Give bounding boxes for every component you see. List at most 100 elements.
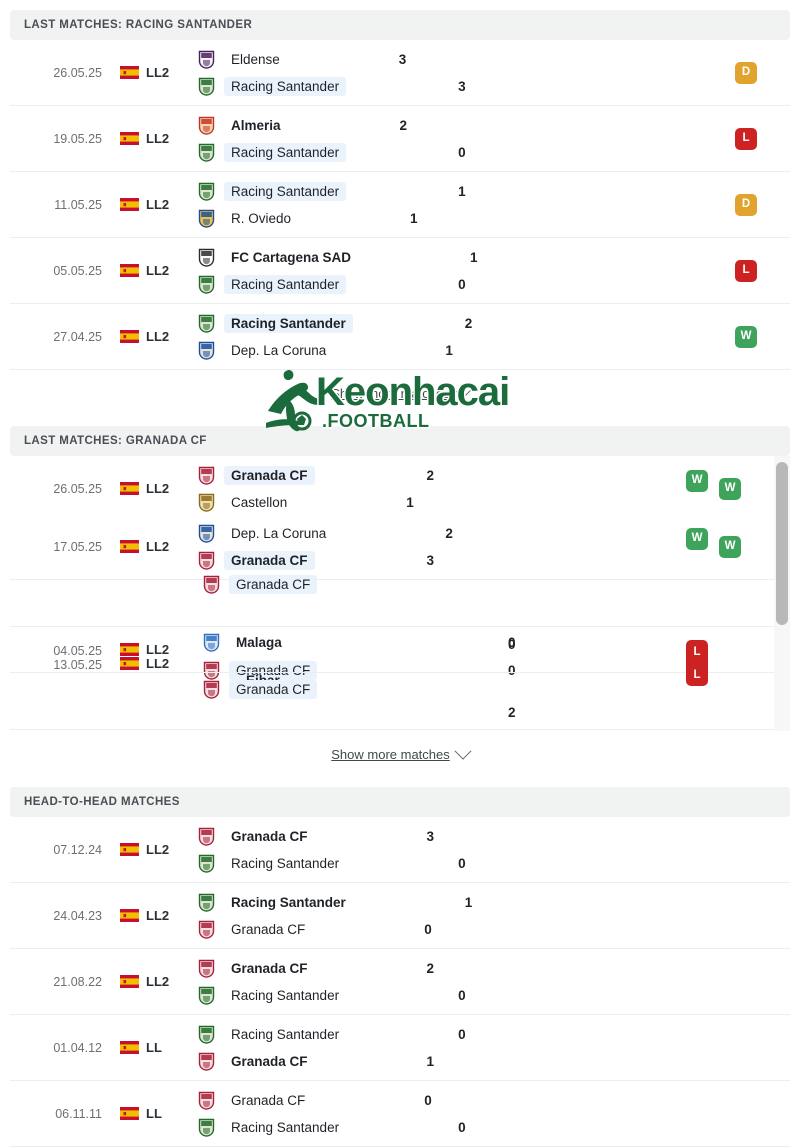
match-result <box>710 1015 790 1080</box>
granada-crest-icon <box>198 959 215 978</box>
match-row[interactable]: 24.04.23 LL2 Racing Santander 1 Granada CF 0 <box>10 883 790 949</box>
team-score: 1 <box>406 494 414 510</box>
team-score: 1 <box>445 342 453 358</box>
team-name[interactable]: Granada CF <box>224 550 315 570</box>
match-result <box>710 817 790 882</box>
spain-flag-icon <box>120 198 139 211</box>
match-teams: Dep. La Coruna 2 Granada CF 3 <box>198 514 694 579</box>
team-name[interactable]: Almeria <box>231 117 281 133</box>
team-line: Eldense 3 <box>198 47 710 71</box>
team-line: Racing Santander 0 <box>198 983 710 1007</box>
team-score: 0 <box>458 144 466 160</box>
granada-crest-icon <box>198 466 215 485</box>
team-name[interactable]: Granada CF <box>231 1053 308 1069</box>
match-row[interactable]: 01.04.12 LL Racing Santander 0 Granada CF 1 <box>10 1015 790 1081</box>
team-name[interactable]: Granada CF <box>231 1092 306 1108</box>
team-line: Granada CF 2 <box>198 463 694 487</box>
match-result: W <box>710 304 790 369</box>
match-row[interactable]: 21.08.22 LL2 Granada CF 2 Racing Santander 0 <box>10 949 790 1015</box>
spain-flag-icon <box>120 1041 139 1054</box>
match-list-granada-scrollarea[interactable]: 26.05.25 LL2 Granada CF 2 Castellon 1 W 17.05.2… <box>10 456 790 731</box>
match-row[interactable]: 27.04.25 LL2 Racing Santander 2 Dep. La Coru… <box>10 304 790 370</box>
team-name[interactable]: Granada CF <box>231 921 306 937</box>
result-badge-w: W <box>719 477 741 500</box>
section-title-racing: LAST MATCHES: RACING SANTANDER <box>24 19 253 31</box>
match-league: LL2 <box>102 304 198 369</box>
league-name: LL2 <box>146 263 170 278</box>
team-name[interactable]: Racing Santander <box>231 1026 340 1042</box>
match-row[interactable]: 06.11.11 LL Granada CF 0 Racing Santander 0 <box>10 1081 790 1147</box>
team-name[interactable]: Dep. La Coruna <box>231 342 327 358</box>
league-name: LL2 <box>146 842 170 857</box>
spain-flag-icon <box>120 643 139 656</box>
team-name[interactable]: Malaga <box>236 634 282 650</box>
team-name[interactable]: Racing Santander <box>224 313 353 333</box>
show-more-matches-granada-button[interactable]: Show more matches <box>331 742 472 762</box>
torn-match-rows[interactable]: 04.05.25 LL2 13.05.25 LL2 Malaga 0 0 Granada CF… <box>10 628 774 728</box>
section-header-granada: LAST MATCHES: GRANADA CF <box>10 426 790 456</box>
team-line: Racing Santander 2 <box>198 311 710 335</box>
team-name[interactable]: FC Cartagena SAD <box>231 249 352 265</box>
team-name[interactable]: Granada CF <box>229 574 318 594</box>
team-name[interactable]: Racing Santander <box>224 274 347 294</box>
team-name[interactable]: Castellon <box>231 494 288 510</box>
match-row[interactable]: 26.05.25 LL2 Eldense 3 Racing Santander 3 D <box>10 40 790 106</box>
match-row[interactable]: 17.05.25 LL2 Dep. La Coruna 2 Granada CF 3 W <box>10 514 774 580</box>
team-name[interactable]: Racing Santander <box>224 142 347 162</box>
team-name[interactable]: Racing Santander <box>224 181 347 201</box>
malaga-crest-icon <box>203 633 220 652</box>
oviedo-crest-icon <box>198 209 215 228</box>
match-row[interactable]: 26.05.25 LL2 Granada CF 2 Castellon 1 W <box>10 456 774 522</box>
match-result: W <box>694 514 774 579</box>
team-line: Racing Santander 0 <box>198 272 710 296</box>
team-line: Almeria 2 <box>198 113 710 137</box>
racing-santander-crest-icon <box>198 314 215 333</box>
match-row[interactable]: 11.05.25 LL2 Racing Santander 1 R. Oviedo 1 D <box>10 172 790 238</box>
result-badge-w: W <box>686 528 708 550</box>
team-score: 0 <box>458 1026 466 1042</box>
show-more-granada-wrap: Show more matches <box>10 731 790 777</box>
team-name[interactable]: Dep. La Coruna <box>231 525 327 541</box>
team-name[interactable]: R. Oviedo <box>231 210 292 226</box>
deportivo-crest-icon <box>198 524 215 543</box>
result-badge-d: D <box>735 61 757 84</box>
match-result: D <box>710 172 790 237</box>
team-score: 2 <box>399 117 408 133</box>
team-name[interactable]: Racing Santander <box>224 76 347 96</box>
league-name: LL2 <box>146 131 170 146</box>
team-score: 0 <box>458 1119 466 1135</box>
match-row[interactable]: 19.05.25 LL2 Almeria 2 Racing Santander 0 L <box>10 106 790 172</box>
match-row[interactable]: 17.05.25 LL2 Dep. La Coruna 2 Granada CF 3 W <box>10 514 774 580</box>
team-name[interactable]: Granada CF <box>231 960 308 976</box>
result-badge-l: L <box>735 127 757 150</box>
team-name[interactable]: Granada CF <box>229 660 318 680</box>
team-score: 0 <box>424 1092 432 1108</box>
ghost-team-line: Granada CF <box>10 572 774 596</box>
team-name[interactable]: Granada CF <box>224 465 315 485</box>
team-name[interactable]: Eldense <box>231 51 280 67</box>
team-name[interactable]: Racing Santander <box>231 855 340 871</box>
section-header-racing: LAST MATCHES: RACING SANTANDER <box>10 10 790 40</box>
team-name[interactable]: Racing Santander <box>231 987 340 1003</box>
match-league: LL2 <box>102 238 198 303</box>
team-name[interactable]: Granada CF <box>231 828 308 844</box>
team-line: Granada CF 3 <box>198 824 710 848</box>
vertical-scrollbar-thumb[interactable] <box>776 462 788 625</box>
match-league: LL2 <box>102 817 198 882</box>
team-score: 2 <box>426 960 435 976</box>
show-more-matches-racing-button[interactable]: Show more matches <box>331 381 472 401</box>
match-date: 26.05.25 <box>53 65 102 80</box>
match-date: 06.11.11 <box>55 1106 102 1121</box>
castellon-crest-icon <box>198 493 215 512</box>
team-line: Granada CF 2 <box>198 956 710 980</box>
spain-flag-icon <box>120 66 139 79</box>
match-league: LL2 <box>102 106 198 171</box>
team-name[interactable]: Racing Santander <box>231 894 346 910</box>
spain-flag-icon <box>120 909 139 922</box>
team-score-overlap: 0 <box>508 637 516 652</box>
match-row[interactable]: 26.05.25 LL2 Granada CF 2 Castellon 1 W <box>10 456 774 522</box>
team-name[interactable]: Racing Santander <box>231 1119 340 1135</box>
match-row[interactable]: 05.05.25 LL2 FC Cartagena SAD 1 Racing Santa… <box>10 238 790 304</box>
match-row[interactable]: 07.12.24 LL2 Granada CF 3 Racing Santander 0 <box>10 817 790 883</box>
team-name[interactable]: Granada CF <box>229 679 318 699</box>
